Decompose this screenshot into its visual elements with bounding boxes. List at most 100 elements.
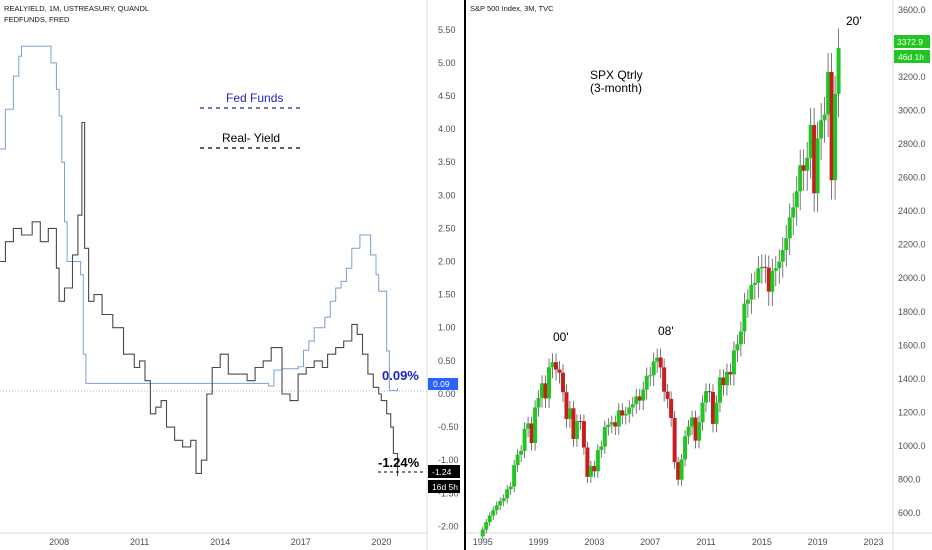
left-y-tick-label: 0.00	[438, 389, 456, 399]
candle-body	[714, 402, 719, 424]
candles	[480, 28, 841, 540]
candle-body	[773, 268, 778, 271]
right-y-tick-label: 3600.0	[898, 5, 926, 15]
candle-body	[707, 391, 712, 393]
candle-body	[749, 284, 754, 300]
right-panel-header: S&P 500 Index, 3M, TVC	[470, 4, 554, 13]
candle-body	[822, 114, 827, 121]
candle-body	[686, 426, 691, 437]
candle-body	[637, 396, 642, 401]
candle-body	[634, 396, 639, 405]
candle-body	[487, 515, 492, 523]
right-y-tick-label: 800.0	[898, 474, 921, 484]
real-value-label: -1.24%	[378, 455, 420, 470]
candle-body	[805, 157, 810, 171]
candle-body	[554, 362, 559, 370]
candle-body	[791, 207, 796, 218]
candle-body	[567, 408, 572, 420]
fed-value-label: 0.09%	[382, 368, 419, 383]
left-x-ticks: 2008 2011 2014 2017 2020	[49, 537, 391, 547]
candle-body	[683, 436, 688, 460]
left-y-tick-label: 0.50	[438, 356, 456, 366]
real-yield-line	[0, 121, 399, 477]
right-y-tick-label: 2600.0	[898, 173, 926, 183]
real-axis-tag-box	[428, 465, 460, 478]
candle-body	[547, 367, 552, 399]
candle-body	[662, 367, 667, 392]
candle-body	[515, 454, 520, 466]
candle-body	[533, 407, 538, 443]
candle-body	[522, 428, 527, 451]
spx-title-line1: SPX Qtrly	[590, 68, 643, 82]
candle-body	[738, 331, 743, 345]
candle-body	[693, 417, 698, 441]
left-y-tick-label: -2.00	[438, 521, 459, 531]
candle-body	[679, 459, 684, 480]
candle-body	[480, 529, 485, 537]
candle-body	[829, 71, 834, 181]
candle-body	[512, 465, 517, 487]
candle-body	[655, 357, 660, 362]
candle-body	[630, 404, 635, 408]
candle-body	[540, 383, 545, 398]
left-y-tick-label: 3.50	[438, 157, 456, 167]
right-y-ticks: 3600.03400.03200.03000.02800.02600.02400…	[898, 5, 926, 518]
candle-body	[756, 268, 761, 283]
right-panel: S&P 500 Index, 3M, TVC 3600.03400.03200.…	[466, 0, 932, 550]
fed-axis-tag-box	[428, 378, 458, 390]
left-y-tick-label: 1.00	[438, 323, 456, 333]
candle-body	[599, 446, 604, 451]
candle-body	[669, 398, 674, 419]
right-x-tick-label: 2007	[640, 537, 660, 547]
candle-body	[574, 421, 579, 439]
candle-body	[704, 391, 709, 403]
candle-body	[690, 417, 695, 427]
right-x-tick-label: 2019	[808, 537, 828, 547]
candle-body	[571, 408, 576, 439]
candle-body	[721, 377, 726, 386]
right-y-tick-label: 2400.0	[898, 206, 926, 216]
right-y-tick-label: 1000.0	[898, 441, 926, 451]
left-y-tick-label: 5.50	[438, 25, 456, 35]
candle-body	[812, 125, 817, 194]
candle-body	[526, 423, 531, 429]
candle-body	[564, 392, 569, 420]
right-y-tick-label: 1200.0	[898, 407, 926, 417]
candle-body	[787, 217, 792, 239]
spx-title-line2: (3-month)	[590, 81, 642, 95]
left-y-tick-label: -1.00	[438, 455, 459, 465]
left-panel: REALYIELD, 1M, USTREASURY, QUANDL FEDFUN…	[0, 0, 460, 550]
candle-body	[641, 389, 646, 401]
left-y-tick-label: 3.00	[438, 190, 456, 200]
candle-body	[766, 267, 771, 292]
label-20: 20'	[846, 14, 862, 28]
candle-body	[536, 397, 541, 408]
left-y-tick-label: 4.00	[438, 124, 456, 134]
fed-funds-legend-label: Fed Funds	[226, 91, 283, 105]
candle-body	[543, 383, 548, 399]
candle-body	[819, 120, 824, 139]
candle-body	[801, 165, 806, 171]
left-countdown-tag-box	[428, 480, 460, 493]
candle-body	[672, 418, 677, 463]
candle-body	[648, 375, 653, 377]
right-y-tick-label: 1800.0	[898, 307, 926, 317]
candle-body	[519, 450, 524, 455]
left-x-tick-label: 2008	[49, 537, 69, 547]
right-x-tick-label: 2011	[696, 537, 715, 547]
right-y-tick-label: 2800.0	[898, 139, 926, 149]
right-x-tick-label: 2023	[863, 537, 883, 547]
right-y-tick-label: 1600.0	[898, 340, 926, 350]
left-y-tick-label: 2.50	[438, 223, 456, 233]
candle-body	[494, 505, 499, 511]
price-tag: 3372.9	[897, 37, 923, 47]
candle-body	[658, 357, 663, 368]
left-y-tick-label: -0.50	[438, 422, 459, 432]
candle-body	[700, 402, 705, 423]
candle-body	[588, 465, 593, 477]
candle-body	[581, 421, 586, 448]
left-y-tick-label: -1.50	[438, 488, 459, 498]
candle-body	[798, 165, 803, 192]
candle-body	[501, 498, 506, 502]
